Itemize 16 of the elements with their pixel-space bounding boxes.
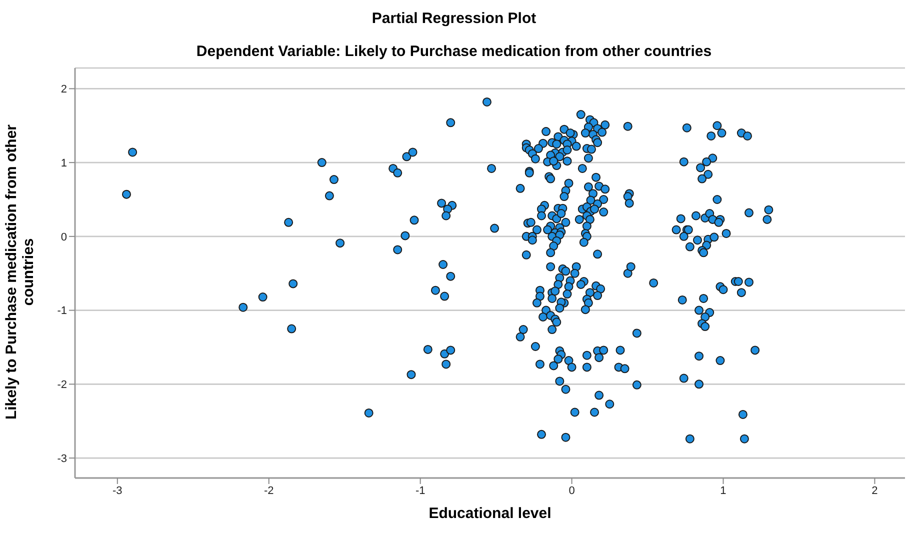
x-tick-label: -2 (264, 484, 274, 497)
x-tick-label: -1 (415, 484, 426, 497)
chart-subtitle: Dependent Variable: Likely to Purchase medication from other countries (195, 43, 713, 60)
x-tick-label: -3 (112, 484, 122, 497)
y-tick-label: 2 (60, 84, 67, 96)
y-tick-label: -1 (57, 305, 67, 318)
y-axis-title: Likely to Purchase medication from other countries (3, 123, 37, 422)
y-tick-label: -2 (57, 379, 67, 392)
y-tick-label: 0 (60, 231, 67, 244)
chart-title: Partial Regression Plot (370, 10, 538, 27)
x-axis-title: Educational level (428, 505, 552, 522)
x-tick-label: 2 (872, 484, 878, 497)
x-tick-label: 1 (720, 484, 726, 497)
x-tick-label: 0 (568, 484, 575, 497)
y-tick-label: 1 (60, 157, 67, 170)
y-tick-label: -3 (57, 452, 67, 465)
